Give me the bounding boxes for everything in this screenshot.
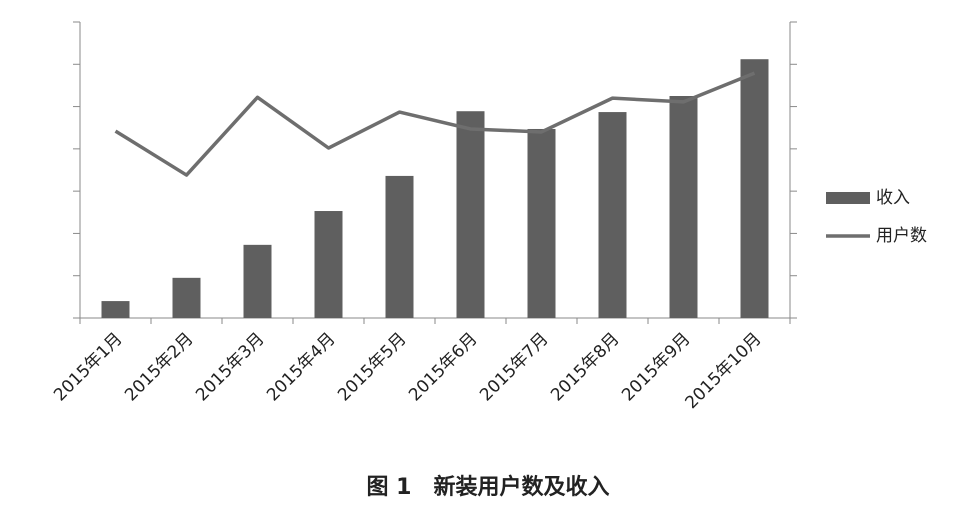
chart-title: 图 1 新装用户数及收入 <box>367 474 610 500</box>
bar <box>314 211 343 318</box>
bar <box>172 277 201 318</box>
legend-swatch <box>826 192 870 204</box>
legend-label: 用户数 <box>876 226 927 246</box>
x-tick-label: 2015年4月 <box>263 329 339 405</box>
x-tick-label: 2015年7月 <box>476 329 552 405</box>
bar <box>456 111 485 318</box>
bar <box>385 175 414 318</box>
x-tick-label: 2015年1月 <box>50 329 126 405</box>
legend-label: 收入 <box>876 188 910 208</box>
bar <box>598 112 627 318</box>
x-tick-label: 2015年9月 <box>618 329 694 405</box>
bar <box>243 244 272 318</box>
x-tick-label: 2015年5月 <box>334 329 410 405</box>
bar <box>669 96 698 318</box>
x-tick-label: 2015年10月 <box>681 329 765 413</box>
x-tick-label: 2015年8月 <box>547 329 623 405</box>
x-tick-label: 2015年2月 <box>121 329 197 405</box>
bar <box>101 301 130 318</box>
x-tick-label: 2015年6月 <box>405 329 481 405</box>
line <box>114 71 756 177</box>
bar <box>740 59 769 319</box>
x-tick-label: 2015年3月 <box>192 329 268 405</box>
bar <box>527 128 556 318</box>
